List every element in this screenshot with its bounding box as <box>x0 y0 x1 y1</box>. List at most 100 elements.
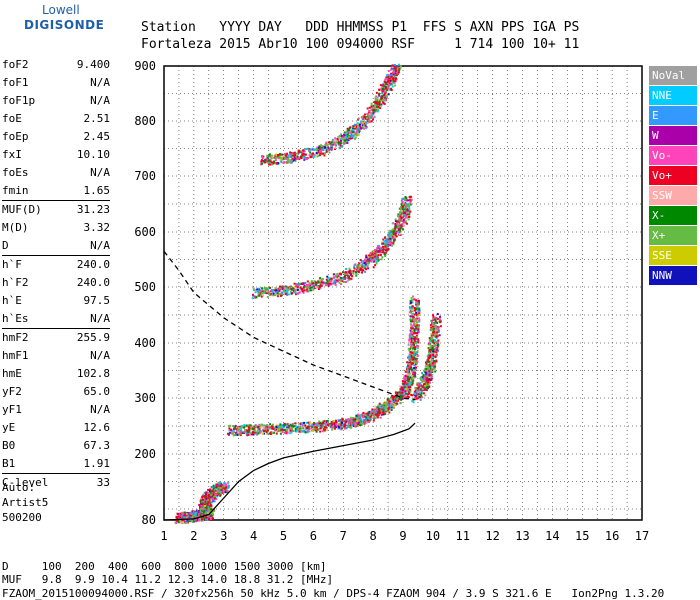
echo-pixel <box>349 134 352 137</box>
echo-pixel <box>436 347 439 350</box>
echo-pixel <box>369 416 372 419</box>
echo-pixel <box>293 290 295 293</box>
echo-pixel <box>439 315 442 318</box>
echo-pixel <box>357 413 360 416</box>
echo-pixel <box>205 493 207 496</box>
echo-pixel <box>338 279 341 282</box>
echo-pixel <box>269 423 272 426</box>
echo-pixel <box>374 411 377 414</box>
echo-pixel <box>260 430 263 433</box>
echo-pixel <box>189 519 192 522</box>
echo-pixel <box>408 349 411 352</box>
echo-pixel <box>220 489 223 491</box>
echo-pixel <box>348 128 351 131</box>
echo-pixel <box>413 353 416 356</box>
echo-pixel <box>355 265 358 268</box>
echo-pixel <box>390 400 393 403</box>
echo-pixel <box>412 401 415 404</box>
echo-pixel <box>252 293 254 296</box>
echo-pixel <box>431 362 434 365</box>
echo-pixel <box>265 431 268 433</box>
echo-pixel <box>430 369 433 372</box>
echo-pixel <box>319 149 322 151</box>
echo-pixel <box>363 265 365 268</box>
echo-pixel <box>377 105 380 108</box>
echo-pixel <box>209 503 212 506</box>
echo-pixel <box>434 335 437 338</box>
echo-pixel <box>424 388 427 391</box>
echo-pixel <box>290 292 293 295</box>
echo-pixel <box>243 431 246 433</box>
echo-pixel <box>374 100 377 103</box>
echo-pixel <box>260 287 263 290</box>
echo-pixel <box>312 285 315 288</box>
echo-pixel <box>390 77 393 80</box>
echo-pixel <box>294 428 297 430</box>
echo-pixel <box>259 289 262 292</box>
echo-pixel <box>415 334 418 337</box>
echo-pixel <box>325 283 328 286</box>
echo-pixel <box>281 291 284 294</box>
echo-pixel <box>307 426 310 429</box>
echo-pixel <box>398 219 401 222</box>
echo-pixel <box>266 296 269 298</box>
echo-pixel <box>397 214 400 217</box>
echo-pixel <box>411 319 414 322</box>
echo-pixel <box>279 157 282 160</box>
echo-pixel <box>284 158 287 160</box>
echo-pixel <box>208 493 211 496</box>
echo-pixel <box>305 157 308 160</box>
echo-pixel <box>377 108 380 111</box>
echo-pixel <box>284 286 287 289</box>
echo-pixel <box>215 483 218 486</box>
echo-pixel <box>278 426 280 429</box>
echo-pixel <box>430 377 433 380</box>
echo-pixel <box>384 411 387 414</box>
echo-pixel <box>252 430 255 433</box>
echo-pixel <box>420 396 423 399</box>
echo-pixel <box>409 341 412 344</box>
echo-pixel <box>436 341 439 344</box>
param-name: foF1 <box>2 76 29 89</box>
echo-pixel <box>431 355 434 358</box>
echo-pixel <box>357 131 360 134</box>
param-row: foF1p N/A <box>2 92 110 110</box>
echo-pixel <box>409 368 411 371</box>
echo-pixel <box>364 117 367 120</box>
echo-pixel <box>429 350 432 353</box>
echo-pixel <box>209 500 211 503</box>
echo-pixel <box>397 65 400 68</box>
echo-pixel <box>263 430 265 432</box>
echo-pixel <box>392 241 395 244</box>
echo-pixel <box>277 162 280 165</box>
echo-pixel <box>284 285 287 288</box>
echo-pixel <box>352 270 355 272</box>
echo-pixel <box>366 122 369 124</box>
echo-pixel <box>307 425 310 428</box>
echo-pixel <box>252 287 255 290</box>
echo-pixel <box>368 106 371 109</box>
echo-pixel <box>392 401 395 404</box>
echo-pixel <box>357 270 359 273</box>
echo-pixel <box>291 154 294 157</box>
echo-pixel <box>432 322 435 325</box>
param-value: N/A <box>90 76 110 89</box>
echo-pixel <box>385 240 388 243</box>
echo-pixel <box>364 270 367 273</box>
echo-pixel <box>424 365 427 368</box>
echo-pixel <box>203 517 206 520</box>
echo-pixel <box>413 390 416 393</box>
echo-pixel <box>310 283 313 286</box>
echo-pixel <box>378 94 381 97</box>
echo-pixel <box>410 195 413 198</box>
echo-pixel <box>265 427 268 430</box>
echo-pixel <box>238 433 241 436</box>
echo-pixel <box>361 121 364 124</box>
echo-pixel <box>417 341 420 344</box>
echo-pixel <box>309 151 312 154</box>
echo-pixel <box>404 196 407 198</box>
echo-pixel <box>411 325 414 328</box>
echo-pixel <box>381 408 384 411</box>
echo-pixel <box>397 71 400 74</box>
echo-pixel <box>304 431 307 434</box>
